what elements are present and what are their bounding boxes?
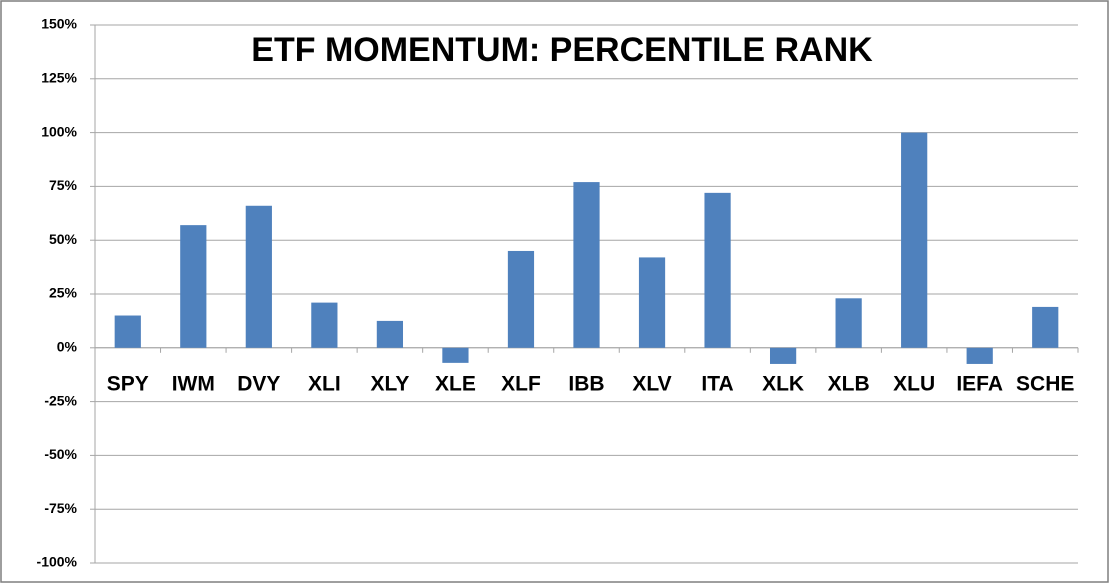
x-tick-label: IWM: [172, 372, 215, 395]
x-tick-label: IEFA: [956, 372, 1003, 395]
bar: [245, 205, 272, 348]
bar: [442, 347, 469, 363]
chart-title: ETF MOMENTUM: PERCENTILE RANK: [251, 31, 873, 69]
bar: [966, 347, 993, 364]
y-tick-label: -75%: [44, 500, 77, 516]
y-tick-label: 75%: [49, 177, 78, 193]
x-tick-label: XLY: [370, 372, 409, 395]
x-tick-label: XLK: [762, 372, 804, 395]
x-tick-label: XLB: [828, 372, 870, 395]
y-tick-label: -25%: [44, 392, 77, 408]
x-tick-label: XLF: [501, 372, 541, 395]
y-tick-label: 150%: [41, 16, 77, 32]
x-tick-label: XLU: [893, 372, 935, 395]
x-tick-label: DVY: [237, 372, 280, 395]
x-tick-label: SPY: [107, 372, 149, 395]
x-tick-label: XLE: [435, 372, 476, 395]
bar: [1032, 306, 1059, 348]
y-tick-label: 125%: [41, 70, 77, 86]
y-tick-label: -50%: [44, 446, 77, 462]
bar: [704, 192, 731, 348]
y-tick-label: 25%: [49, 285, 78, 301]
bar: [376, 320, 404, 348]
x-tick-label: XLI: [308, 372, 341, 395]
bar: [835, 298, 862, 348]
y-tick-label: 100%: [41, 123, 77, 139]
bar: [638, 257, 666, 348]
bar: [573, 182, 600, 348]
bar: [311, 302, 338, 348]
x-tick-label: ITA: [701, 372, 733, 395]
y-tick-label: -100%: [37, 554, 78, 570]
bar: [901, 132, 928, 348]
x-tick-label: IBB: [568, 372, 604, 395]
y-tick-label: 0%: [57, 339, 78, 355]
bar: [769, 347, 797, 364]
bar: [507, 250, 535, 348]
y-tick-label: 50%: [49, 231, 78, 247]
bar: [180, 225, 207, 348]
bar: [114, 315, 141, 348]
x-tick-label: SCHE: [1016, 372, 1074, 395]
x-tick-label: XLV: [632, 372, 671, 395]
